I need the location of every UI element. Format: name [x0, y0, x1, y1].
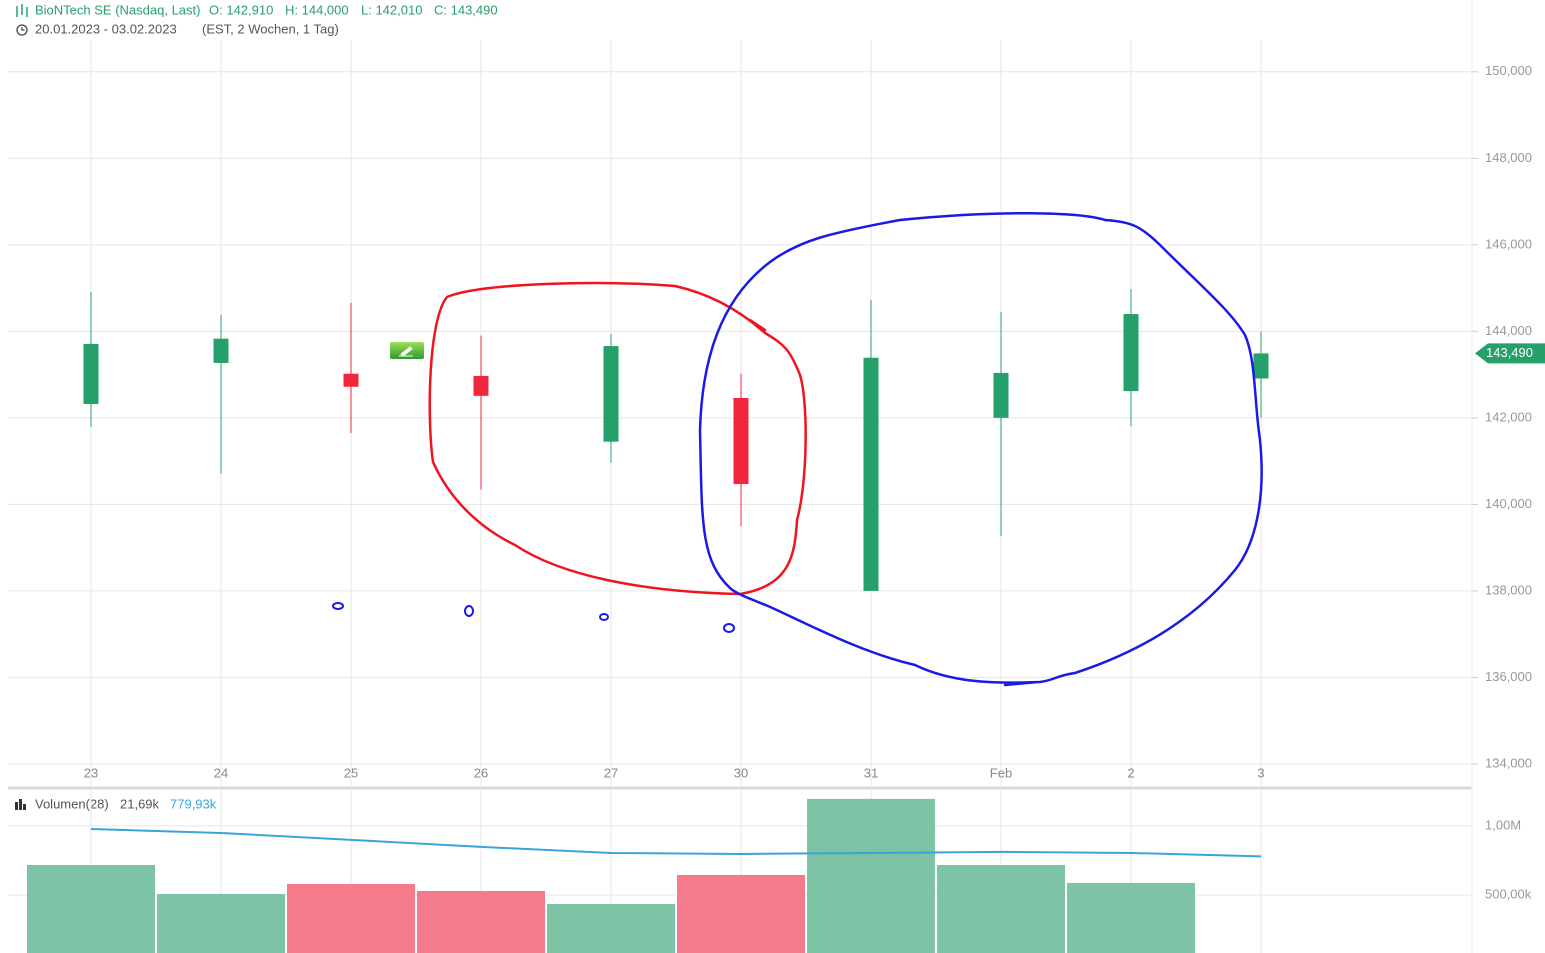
hand-annotations — [332, 211, 1263, 687]
volume-bar — [287, 883, 415, 953]
candle-body — [733, 397, 749, 485]
candle-body — [863, 357, 879, 591]
date-range: 20.01.2023 - 03.02.2023 — [35, 21, 177, 36]
blue-circle — [698, 211, 1263, 687]
x-tick-label: 24 — [214, 765, 228, 780]
y-tick-label: 140,000 — [1485, 496, 1532, 511]
volume-average: 779,93k — [170, 796, 217, 811]
blue-scribble — [464, 605, 474, 617]
last-price-label: 143,490 — [1486, 345, 1533, 360]
y-tick-label: 138,000 — [1485, 582, 1532, 597]
ohlc-label: C: 143,490 — [434, 2, 498, 17]
y-tick-label: 150,000 — [1485, 63, 1532, 78]
candle-body — [1123, 314, 1139, 392]
header-icon — [16, 4, 28, 17]
ohlc-label: H: 144,000 — [285, 2, 349, 17]
candle-body — [993, 372, 1009, 418]
y-tick-label: 1,00M — [1485, 817, 1521, 832]
chart-title: BioNTech SE (Nasdaq, Last) — [35, 2, 200, 17]
x-tick-label: 27 — [604, 765, 618, 780]
y-tick-label: 142,000 — [1485, 409, 1532, 424]
clock-hand — [21, 27, 25, 31]
x-tick-label: 30 — [734, 765, 748, 780]
volume-bar — [677, 874, 805, 953]
volume-bar — [547, 903, 675, 953]
blue-scribble — [599, 613, 609, 621]
clock-icon — [16, 24, 28, 36]
volume-title: Volumen(28) — [35, 796, 109, 811]
volume-bar — [807, 798, 935, 953]
volume-average-line — [90, 827, 1262, 858]
ohlc-label: O: 142,910 — [209, 2, 273, 17]
volume-bar — [157, 894, 285, 953]
candle-body — [83, 343, 99, 405]
x-tick-label: Feb — [990, 765, 1012, 780]
period-note: (EST, 2 Wochen, 1 Tag) — [202, 21, 339, 36]
blue-scribble — [723, 623, 735, 633]
x-tick-label: 31 — [864, 765, 878, 780]
x-tick-label: 23 — [84, 765, 98, 780]
volume-icon — [15, 799, 26, 810]
red-circle — [428, 281, 807, 596]
volume-bar — [937, 865, 1065, 953]
blue-scribble — [332, 602, 344, 610]
x-tick-label: 2 — [1127, 765, 1134, 780]
plot-layer: 23 24 25 26 27 30 31 Feb 2 3134,000136,000138,000… — [8, 40, 1545, 953]
candle-body — [1253, 353, 1269, 379]
y-tick-label: 146,000 — [1485, 236, 1532, 251]
y-tick-label: 144,000 — [1485, 323, 1532, 338]
last-price-tag — [1475, 343, 1545, 364]
candle-body — [603, 346, 619, 442]
candle-body — [473, 375, 489, 396]
y-tick-label: 148,000 — [1485, 150, 1532, 165]
x-tick-label: 3 — [1257, 765, 1264, 780]
y-tick-label: 136,000 — [1485, 669, 1532, 684]
edit-glyph — [399, 346, 413, 357]
x-tick-label: 26 — [474, 765, 488, 780]
candle-body — [343, 373, 359, 387]
volume-bar — [417, 890, 545, 953]
candle-body — [213, 338, 229, 363]
ohlc-label: L: 142,010 — [361, 2, 422, 17]
x-tick-label: 25 — [344, 765, 358, 780]
volume-value: 21,69k — [120, 796, 160, 811]
edit-button[interactable] — [390, 342, 424, 359]
y-tick-label: 134,000 — [1485, 755, 1532, 770]
volume-bar — [27, 865, 155, 953]
y-tick-label: 500,00k — [1485, 886, 1532, 901]
volume-bar — [1067, 882, 1195, 953]
